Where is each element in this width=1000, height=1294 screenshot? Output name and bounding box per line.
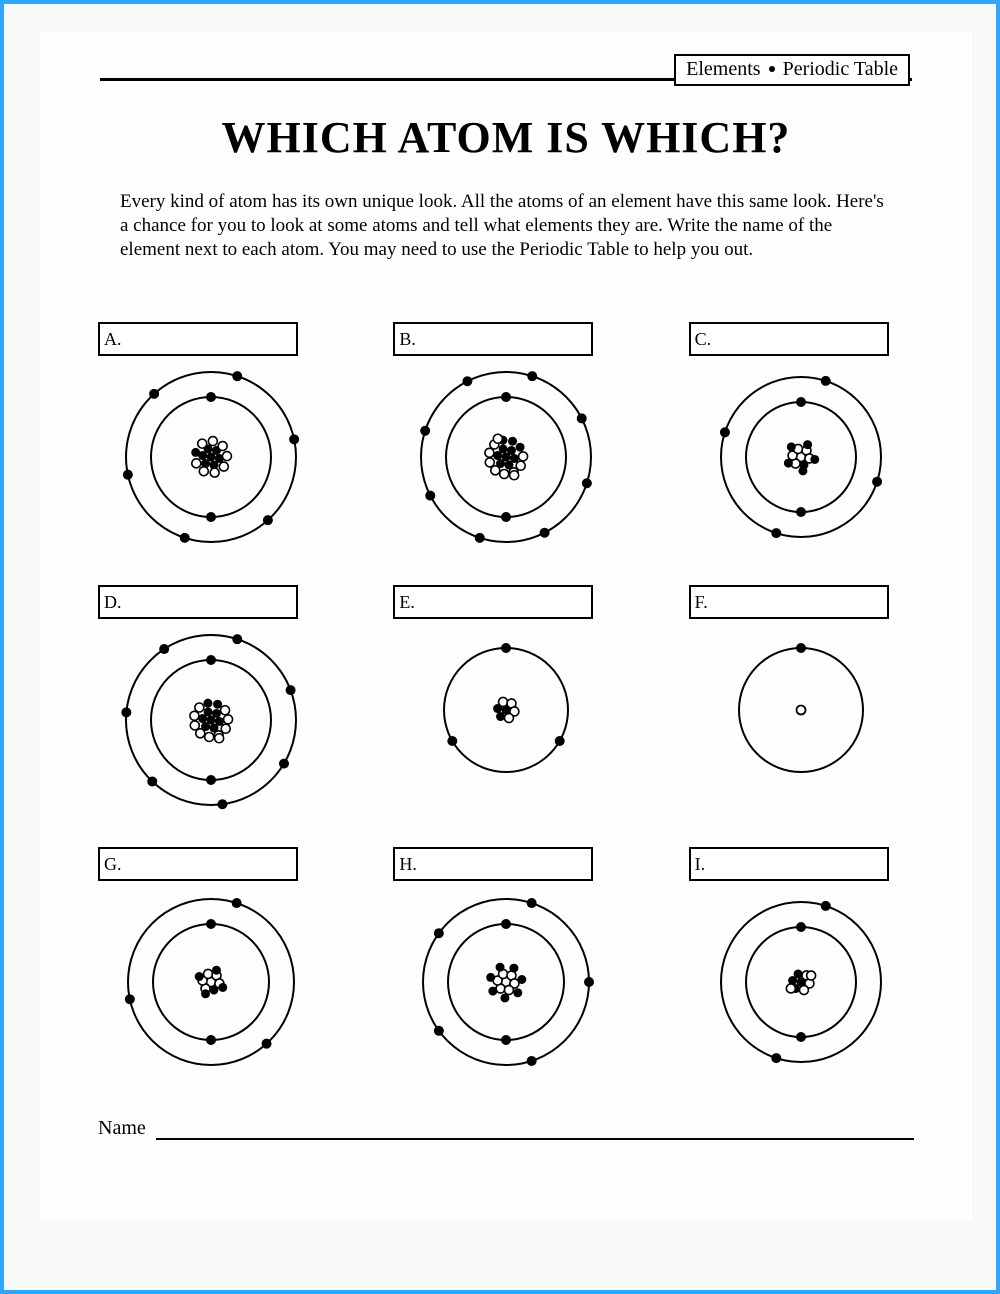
atom-cell: A. [98, 322, 323, 565]
answer-box[interactable]: E. [393, 585, 593, 619]
answer-box[interactable]: I. [689, 847, 889, 881]
atom-cell: B. [393, 322, 618, 565]
topic-right: Periodic Table [783, 58, 898, 80]
answer-box[interactable]: D. [98, 585, 298, 619]
atom-wrap [98, 887, 323, 1077]
answer-box[interactable]: G. [98, 847, 298, 881]
name-input-line[interactable] [156, 1138, 914, 1140]
answer-box[interactable]: A. [98, 322, 298, 356]
page-title: WHICH ATOM IS WHICH? [40, 112, 972, 163]
topic-left: Elements [686, 58, 760, 80]
name-row: Name [98, 1117, 914, 1140]
topic-box: Elements Periodic Table [674, 54, 910, 86]
atom-cell: H. [393, 847, 618, 1090]
intro-paragraph: Every kind of atom has its own unique lo… [120, 190, 892, 262]
atom-wrap [689, 887, 914, 1077]
atom-wrap [393, 625, 618, 795]
atom-cell: E. [393, 585, 618, 828]
atom-grid: A. B. C. D. E. F. G. H. I. [98, 322, 914, 1090]
atom-wrap [393, 887, 618, 1077]
atom-diagram [116, 887, 306, 1077]
atom-diagram [421, 625, 591, 795]
atom-wrap [689, 362, 914, 552]
scan-frame: Elements Periodic Table WHICH ATOM IS WH… [0, 0, 1000, 1294]
atom-cell: D. [98, 585, 323, 828]
answer-box[interactable]: H. [393, 847, 593, 881]
atom-diagram [116, 625, 306, 815]
atom-cell: C. [689, 322, 914, 565]
atom-wrap [98, 362, 323, 552]
atom-cell: G. [98, 847, 323, 1090]
atom-wrap [98, 625, 323, 815]
atom-diagram [116, 362, 306, 552]
atom-cell: I. [689, 847, 914, 1090]
name-label: Name [98, 1117, 146, 1140]
atom-diagram [706, 362, 896, 552]
bullet-icon [769, 66, 775, 72]
atom-wrap [393, 362, 618, 552]
atom-diagram [411, 362, 601, 552]
atom-diagram [411, 887, 601, 1077]
answer-box[interactable]: B. [393, 322, 593, 356]
atom-wrap [689, 625, 914, 795]
answer-box[interactable]: F. [689, 585, 889, 619]
worksheet-page: Elements Periodic Table WHICH ATOM IS WH… [40, 32, 972, 1220]
answer-box[interactable]: C. [689, 322, 889, 356]
atom-diagram [706, 887, 896, 1077]
atom-cell: F. [689, 585, 914, 828]
atom-diagram [716, 625, 886, 795]
